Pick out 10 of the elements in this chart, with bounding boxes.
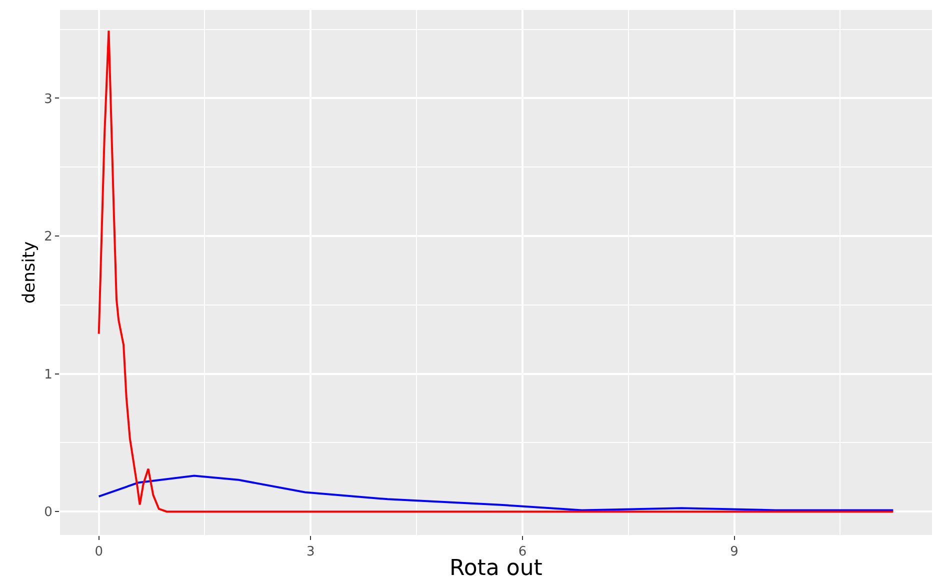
y-tick-label: 0 [44,505,52,520]
y-axis-title: density [20,241,40,304]
x-tick-label: 9 [730,544,738,560]
line-series [98,30,894,513]
y-tick-label: 3 [44,92,52,107]
x-tick-label: 0 [94,544,103,560]
y-tick-label: 1 [44,367,52,382]
y-tick-label: 2 [44,230,52,245]
line-series [98,474,894,512]
x-tick-label: 3 [306,544,315,560]
